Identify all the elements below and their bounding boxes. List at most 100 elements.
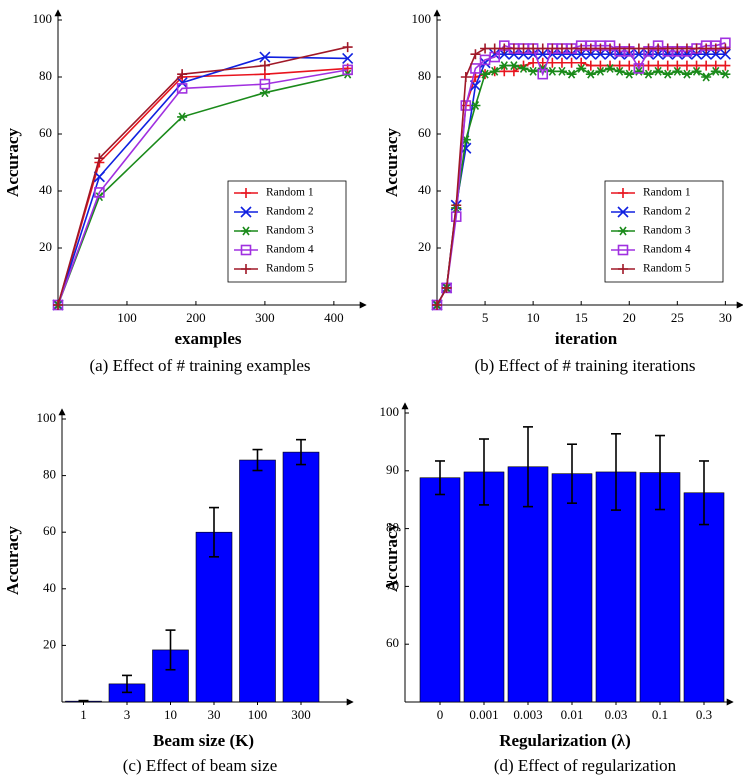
x-tick-label: 0.003: [513, 707, 542, 722]
point: [719, 48, 731, 60]
point: [633, 43, 644, 54]
point: [701, 43, 712, 54]
point: [624, 43, 635, 54]
point: [517, 48, 530, 60]
error-bar: [699, 460, 709, 526]
point: [240, 206, 252, 218]
marker-shape: [556, 57, 567, 68]
x-tick-label: 1: [80, 707, 87, 722]
marker-shape: [691, 43, 702, 54]
marker-shape: [556, 66, 567, 76]
y-tick-label: 60: [43, 523, 56, 538]
point: [241, 264, 251, 274]
marker-shape: [480, 69, 491, 79]
y-tick-label: 80: [418, 68, 431, 83]
x-tick-label: 30: [208, 707, 221, 722]
marker-shape: [595, 66, 606, 76]
marker-shape: [633, 48, 645, 60]
y-axis-label: Accuracy: [3, 526, 22, 595]
marker-shape: [177, 112, 188, 122]
caption: (d) Effect of regularization: [494, 756, 677, 775]
point: [176, 77, 188, 89]
point: [480, 69, 491, 79]
point: [53, 300, 63, 310]
y-axis-label: Accuracy: [382, 523, 401, 592]
marker-shape: [241, 264, 251, 274]
marker-shape: [499, 61, 510, 71]
x-tick-label: 25: [671, 310, 684, 325]
point: [566, 57, 577, 68]
x-tick-label: 5: [482, 310, 489, 325]
y-tick-label: 20: [418, 239, 431, 254]
legend-label: Random 4: [643, 244, 691, 256]
marker-shape: [710, 60, 721, 71]
point: [614, 60, 625, 71]
marker-shape: [518, 63, 529, 73]
x-axis-label: Regularization (λ): [499, 731, 631, 750]
marker-shape: [614, 43, 625, 54]
marker-shape: [576, 57, 587, 68]
marker-shape: [690, 48, 703, 60]
marker-shape: [720, 69, 731, 79]
marker-shape: [719, 48, 731, 60]
marker-shape: [618, 188, 628, 198]
marker-shape: [480, 43, 491, 54]
point: [653, 60, 664, 71]
marker-shape: [653, 66, 664, 76]
x-tick-label: 0.03: [605, 707, 628, 722]
error-bar: [122, 674, 132, 694]
marker-shape: [547, 66, 558, 76]
marker-shape: [643, 43, 654, 54]
marker-shape: [177, 69, 188, 80]
point: [633, 48, 645, 60]
point: [499, 43, 510, 54]
marker-shape: [624, 43, 635, 54]
x-tick-label: 3: [124, 707, 131, 722]
marker-shape: [94, 153, 105, 164]
point: [618, 226, 628, 236]
marker-shape: [633, 43, 644, 54]
marker-shape: [681, 60, 692, 71]
point: [585, 69, 596, 79]
point: [342, 64, 353, 76]
point: [441, 282, 452, 293]
marker-shape: [517, 48, 530, 60]
point: [499, 61, 510, 71]
marker-shape: [489, 43, 500, 54]
point: [585, 43, 596, 54]
bar: [551, 473, 593, 703]
caption: (a) Effect of # training examples: [89, 356, 310, 375]
point: [720, 43, 731, 54]
marker-shape: [566, 69, 577, 79]
marker-shape: [595, 60, 606, 71]
y-tick-label: 60: [386, 635, 399, 650]
error-bar: [523, 426, 533, 508]
x-axis-label: Beam size (K): [153, 731, 254, 750]
point: [451, 200, 462, 211]
point: [508, 66, 519, 77]
marker-shape: [701, 60, 712, 71]
point: [342, 42, 353, 53]
point: [508, 61, 519, 71]
marker-shape: [662, 43, 673, 54]
marker-shape: [710, 43, 721, 54]
point: [681, 60, 692, 71]
point: [176, 83, 188, 94]
marker-shape: [617, 244, 629, 256]
point: [710, 60, 721, 71]
marker-shape: [53, 300, 63, 310]
marker-shape: [662, 69, 673, 79]
point: [720, 69, 731, 79]
marker-shape: [556, 48, 568, 60]
x-tick-label: 0: [437, 707, 444, 722]
marker-shape: [342, 64, 353, 76]
point: [537, 63, 548, 73]
point: [566, 48, 578, 60]
point: [662, 69, 673, 79]
point: [662, 43, 673, 54]
marker-shape: [470, 63, 481, 74]
marker-shape: [241, 188, 251, 198]
y-tick-label: 70: [386, 577, 399, 592]
marker-shape: [537, 48, 549, 60]
